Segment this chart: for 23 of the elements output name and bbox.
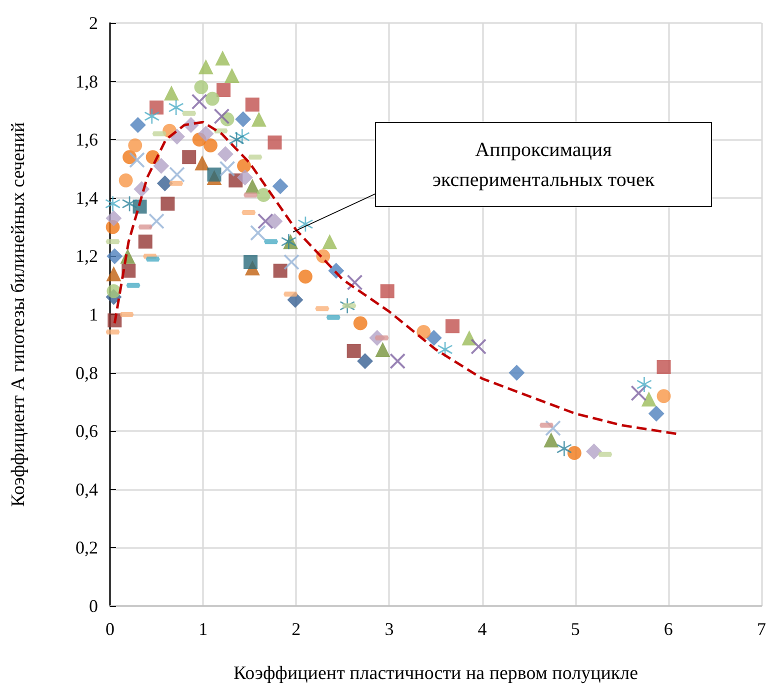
y-tick-label: 0,8	[76, 362, 98, 383]
callout-box: Аппроксимация экспериментальных точек	[375, 122, 712, 207]
x-tick-label: 3	[384, 619, 394, 639]
y-tick-label: 0	[89, 596, 98, 616]
y-tick-label: 0,2	[76, 538, 98, 558]
annotation: Аппроксимация экспериментальных точек	[431, 138, 656, 192]
y-tick-label: 1,8	[76, 71, 98, 92]
x-tick-label: 0	[106, 619, 114, 639]
y-tick-label: 0,4	[76, 479, 98, 500]
y-tick-label: 1,6	[76, 130, 98, 150]
y-tick-label: 1,2	[76, 246, 98, 266]
x-tick-label: 6	[664, 619, 673, 639]
x-tick-label: 2	[292, 619, 301, 639]
x-tick-label: 7	[757, 619, 766, 639]
x-axis-title: Коэффициент пластичности на первом полуцикле	[233, 663, 638, 684]
y-tick-label: 1	[89, 304, 98, 324]
x-tick-label: 1	[198, 619, 208, 639]
y-tick-label: 0,6	[76, 421, 98, 442]
y-tick-label: 2	[89, 13, 98, 33]
x-tick-label: 5	[570, 619, 580, 639]
y-tick-label: 1,4	[76, 188, 98, 208]
x-tick-label: 4	[478, 619, 487, 639]
y-axis-title: Коэффициент А гипотезы билинейных сечений	[8, 122, 29, 507]
